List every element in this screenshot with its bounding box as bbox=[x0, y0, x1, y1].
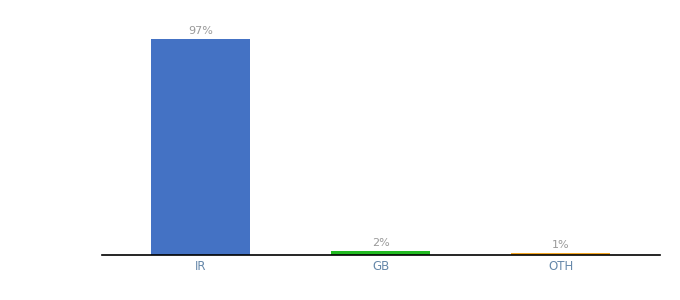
Bar bbox=[511, 253, 610, 255]
Text: 97%: 97% bbox=[188, 26, 214, 36]
Bar bbox=[152, 39, 250, 255]
Bar bbox=[331, 250, 430, 255]
Text: 1%: 1% bbox=[552, 240, 569, 250]
Text: 2%: 2% bbox=[372, 238, 390, 248]
